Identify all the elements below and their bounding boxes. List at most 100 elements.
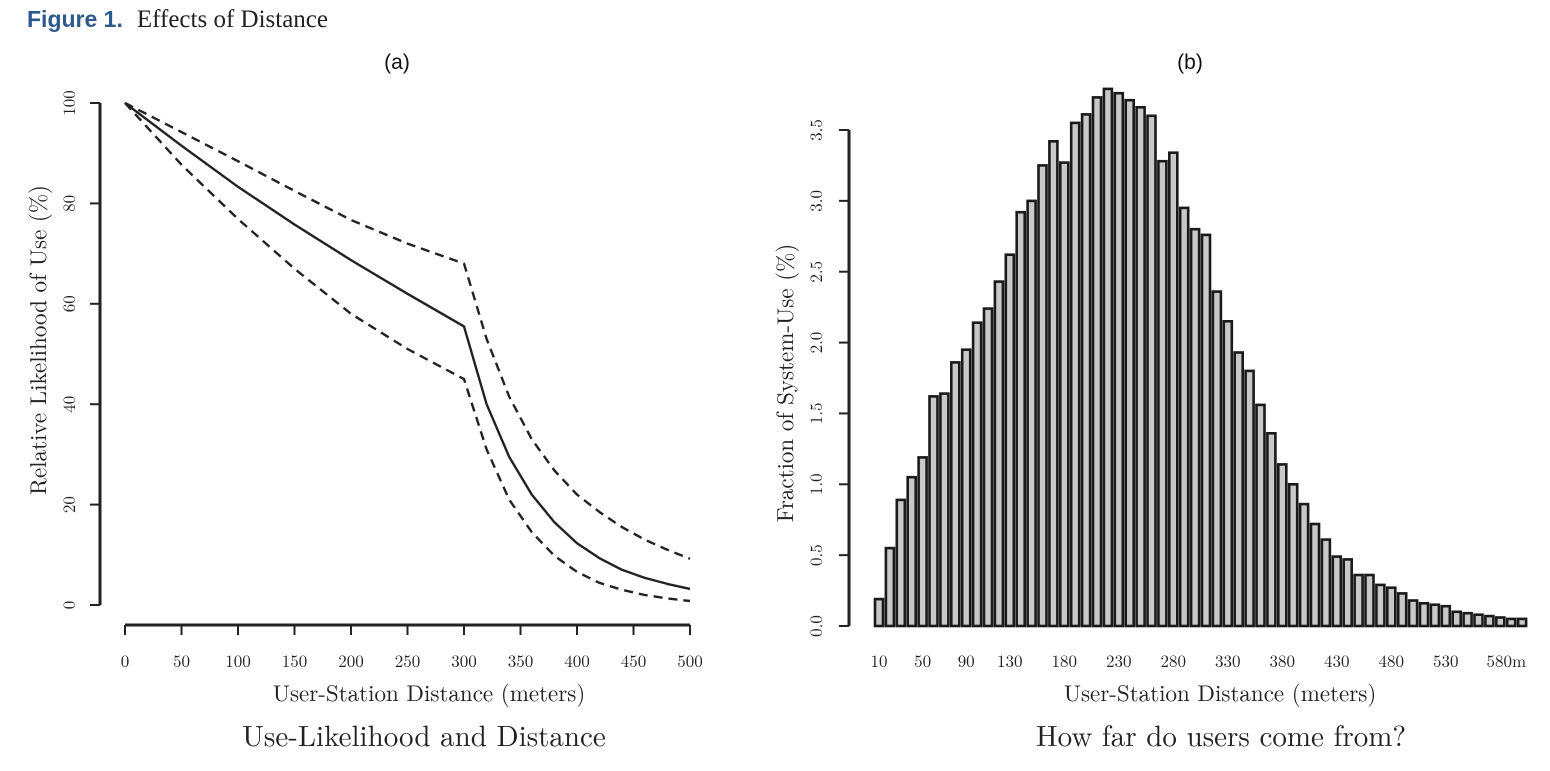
- x-tick-label-a: 300: [451, 648, 477, 672]
- bar: [1353, 573, 1364, 628]
- x-tick-label-b: 530: [1433, 648, 1459, 672]
- bar: [1168, 151, 1179, 628]
- y-tick-label-a: 100: [56, 90, 80, 116]
- bar: [939, 392, 950, 628]
- bar: [960, 348, 972, 628]
- bar: [1331, 555, 1343, 628]
- x-tick-label-b: 50: [914, 648, 931, 672]
- bar: [1178, 206, 1190, 628]
- y-tick-label-b: 3.0: [803, 190, 827, 212]
- bar: [1048, 140, 1059, 628]
- x-axis-a: 0 50 100 150 200 250 300 350 400 450 500: [121, 623, 703, 672]
- line-lower-bound: [124, 102, 691, 603]
- bar: [1473, 613, 1484, 628]
- figure-number: Figure 1.: [27, 6, 123, 32]
- x-tick-label-b: 430: [1324, 648, 1350, 672]
- y-axis-a: 0 20 40 60 80 100: [56, 90, 102, 609]
- bar: [1124, 98, 1135, 628]
- bar: [1375, 583, 1386, 628]
- bar: [993, 280, 1005, 628]
- x-tick-label-a: 350: [508, 648, 534, 672]
- bar: [1080, 113, 1092, 628]
- bar: [1146, 114, 1157, 628]
- bar: [1211, 290, 1223, 628]
- bar: [1157, 159, 1168, 628]
- bar: [895, 498, 907, 628]
- bar: [1320, 538, 1332, 628]
- x-tick-label-a: 100: [225, 648, 251, 672]
- bar: [982, 307, 994, 628]
- bar: [1015, 210, 1027, 628]
- bar-chart-panel: (b) 0.0 0.5 1.0 1.5 2.0 2.5 3.0 3.5 10 50 90 130 18…: [767, 51, 1528, 755]
- bar: [906, 475, 918, 628]
- bar: [1440, 604, 1452, 628]
- chart-title-b: How far do users come from?: [1036, 714, 1406, 755]
- x-tick-label-b: 380: [1270, 648, 1296, 672]
- bar: [1516, 617, 1528, 628]
- bar: [1135, 106, 1146, 628]
- bar: [1287, 482, 1299, 628]
- y-axis-title-b: Fraction of System-Use (%): [767, 244, 800, 523]
- x-tick-label-a: 150: [282, 648, 308, 672]
- x-axis-title-a: User-Station Distance (meters): [273, 675, 586, 708]
- bar: [1037, 164, 1048, 628]
- figure-title: Effects of Distance: [136, 6, 328, 33]
- bar: [1505, 617, 1517, 628]
- y-tick-label-b: 1.5: [803, 403, 827, 425]
- x-tick-label-b: 90: [958, 648, 975, 672]
- line-upper-bound: [124, 101, 691, 560]
- bar: [1396, 592, 1408, 628]
- y-axis-title-a: Relative Likelihood of Use (%): [20, 185, 53, 495]
- bar: [1495, 616, 1506, 628]
- y-tick-label-a: 60: [56, 295, 80, 312]
- bar: [1189, 227, 1201, 628]
- x-tick-label-a: 0: [121, 648, 130, 672]
- bar: [1244, 369, 1255, 628]
- x-tick-label-a: 450: [621, 648, 647, 672]
- y-tick-label-b: 3.5: [803, 119, 827, 141]
- line-estimate: [124, 102, 691, 591]
- bar: [917, 456, 928, 628]
- x-tick-label-a: 500: [677, 648, 703, 672]
- figure-heading: Figure 1. Effects of Distance: [27, 6, 328, 34]
- bar-series-b: [873, 87, 1528, 628]
- x-tick-label-b: 180: [1052, 648, 1078, 672]
- bar: [1342, 558, 1353, 628]
- bar: [949, 361, 961, 628]
- bar: [1309, 522, 1321, 628]
- bar: [1255, 403, 1266, 628]
- y-tick-label-a: 40: [56, 396, 80, 413]
- x-tick-label-a: 400: [564, 648, 590, 672]
- y-axis-b: 0.0 0.5 1.0 1.5 2.0 2.5 3.0 3.5: [803, 119, 851, 637]
- panel-label-b: (b): [1177, 51, 1203, 74]
- bar: [1233, 351, 1244, 628]
- bar: [928, 395, 939, 628]
- bar: [971, 321, 983, 628]
- bar: [1364, 573, 1375, 628]
- bar: [1462, 611, 1473, 628]
- y-tick-label-a: 80: [56, 195, 80, 212]
- bar: [1298, 502, 1310, 628]
- x-tick-label-b: 130: [997, 648, 1023, 672]
- x-tick-label-b: 480: [1379, 648, 1405, 672]
- x-axis-b: 10 50 90 130 180 230 280 330 380 430 480 530 580m: [871, 648, 1527, 672]
- y-tick-label-b: 0.0: [803, 615, 827, 637]
- y-tick-label-b: 1.0: [803, 473, 827, 495]
- chart-title-a: Use-Likelihood and Distance: [242, 714, 606, 755]
- line-chart-panel: (a) 0 20 40 60 80 100 0 50 100 150 200 250 300 350 40…: [20, 51, 703, 755]
- x-tick-label-b: 280: [1161, 648, 1187, 672]
- x-tick-label-b: 10: [871, 648, 888, 672]
- y-tick-label-b: 2.0: [803, 332, 827, 354]
- y-tick-label-b: 2.5: [803, 261, 827, 283]
- bar: [1484, 614, 1495, 628]
- bar: [1222, 319, 1234, 628]
- bar: [1113, 91, 1125, 628]
- bar: [1059, 161, 1070, 628]
- bar: [1069, 121, 1081, 628]
- x-tick-label-a: 50: [173, 648, 190, 672]
- bar: [1407, 599, 1419, 628]
- line-series-a: [124, 101, 691, 603]
- y-tick-label-b: 0.5: [803, 544, 827, 566]
- bar: [1102, 87, 1114, 628]
